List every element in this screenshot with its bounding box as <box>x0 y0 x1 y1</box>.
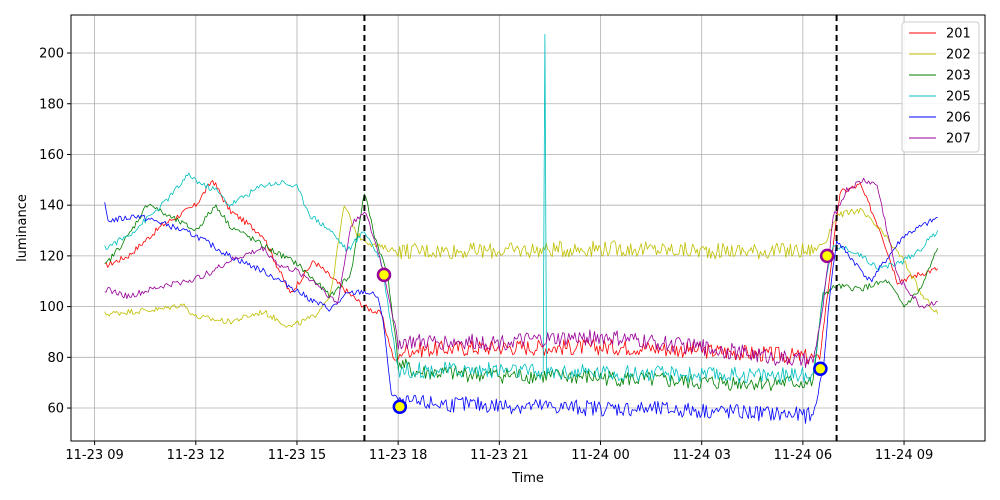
x-tick-label: 11-23 15 <box>268 448 326 463</box>
series-line-206 <box>104 202 938 424</box>
markers-layer <box>376 248 835 415</box>
y-tick-label: 200 <box>39 47 64 62</box>
legend-label-203: 203 <box>946 69 971 84</box>
x-axis-label: Time <box>511 471 544 486</box>
series-line-201 <box>104 180 939 365</box>
x-tick-label: 11-24 06 <box>774 448 832 463</box>
series-layer <box>104 33 939 424</box>
legend-label-206: 206 <box>946 111 971 126</box>
x-tick-label: 11-24 09 <box>875 448 933 463</box>
series-line-205 <box>104 33 939 384</box>
y-tick-label: 80 <box>47 351 64 366</box>
x-tick-label: 11-23 18 <box>369 448 427 463</box>
x-tick-label: 11-24 03 <box>672 448 730 463</box>
series-line-203 <box>104 193 939 392</box>
x-tick-label: 11-23 09 <box>65 448 123 463</box>
y-tick-label: 160 <box>39 148 64 163</box>
event-marker <box>813 361 828 376</box>
series-line-202 <box>104 205 939 328</box>
legend-label-205: 205 <box>946 90 971 105</box>
y-tick-label: 120 <box>39 249 64 264</box>
legend-label-207: 207 <box>946 132 971 147</box>
y-tick-label: 180 <box>39 97 64 112</box>
event-marker <box>819 248 835 264</box>
event-marker <box>376 267 392 283</box>
vertical-lines-layer <box>363 15 838 441</box>
event-marker <box>392 399 408 415</box>
plot-area <box>71 15 985 441</box>
x-tick-label: 11-23 12 <box>167 448 225 463</box>
tick-layer: 11-23 09 11-23 12 11-23 15 11-23 18 11-23 21… <box>39 47 933 463</box>
y-tick-label: 140 <box>39 199 64 214</box>
legend-label-201: 201 <box>946 27 971 42</box>
y-axis-label: luminance <box>15 194 30 262</box>
legend: 201 202 203 205 206 207 <box>901 21 980 153</box>
series-line-207 <box>104 177 938 368</box>
y-tick-label: 100 <box>39 300 64 315</box>
legend-label-202: 202 <box>946 48 971 63</box>
x-tick-label: 11-24 00 <box>571 448 629 463</box>
plot-frame <box>70 14 986 442</box>
x-tick-label: 11-23 21 <box>470 448 528 463</box>
y-tick-label: 60 <box>47 402 64 417</box>
